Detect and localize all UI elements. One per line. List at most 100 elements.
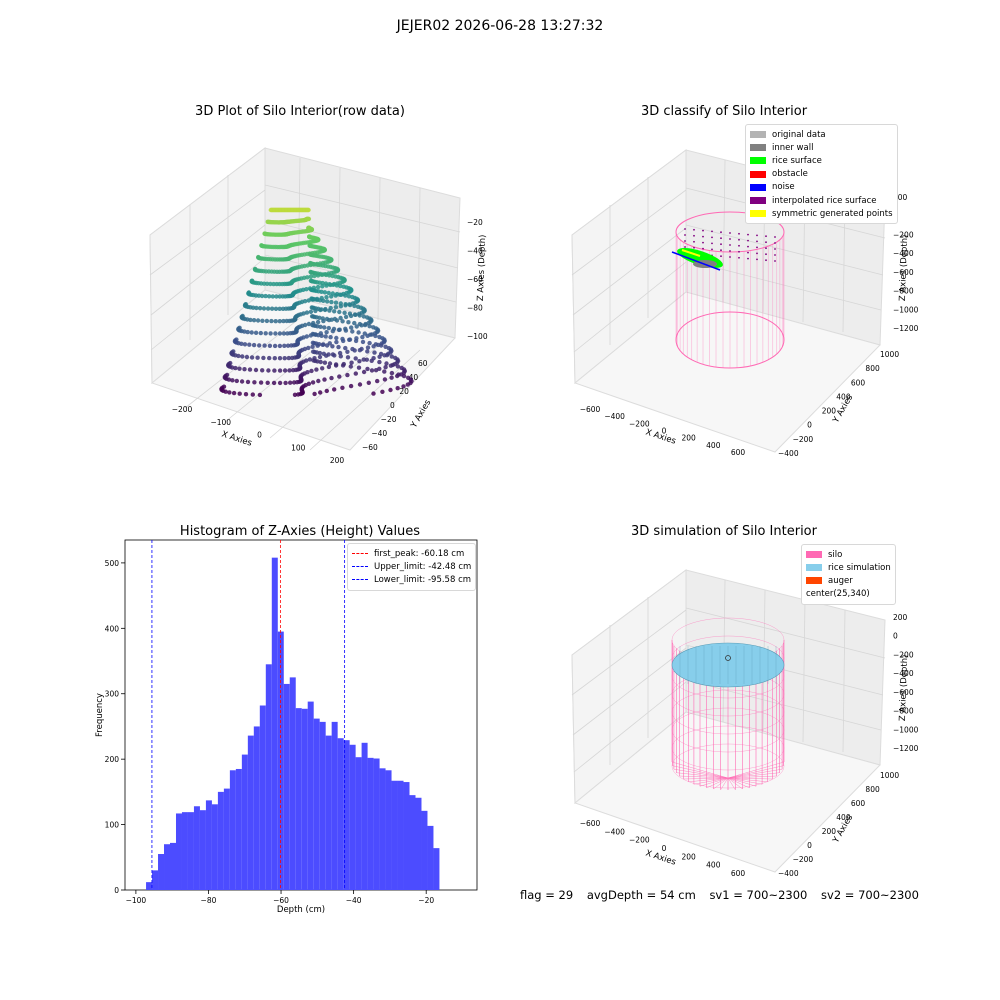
- sim-silo-floor-spoke: [727, 777, 763, 785]
- raw-data-point: [350, 329, 355, 334]
- classify-interpolated-point: [756, 252, 758, 255]
- classify-legend: original data inner wall rice surface obsta…: [745, 124, 898, 225]
- histogram-bar: [397, 780, 404, 890]
- raw-data-point: [369, 358, 374, 363]
- raw-data-point: [329, 299, 334, 305]
- legend-label: silo: [828, 549, 843, 560]
- raw-data-point: [262, 343, 267, 348]
- classify-interpolated-point: [738, 244, 740, 247]
- raw-data-point: [242, 342, 248, 347]
- simulation-plot-title: 3D simulation of Silo Interior: [631, 524, 817, 539]
- raw-data-point: [382, 369, 387, 374]
- raw-data-point: [304, 358, 309, 363]
- legend-line-sample: [352, 579, 368, 581]
- simulation-legend-item: auger: [806, 574, 891, 587]
- raw-data-point: [354, 324, 359, 329]
- histogram-bar: [415, 797, 422, 890]
- histogram-bar: [325, 735, 332, 890]
- raw-data-point: [271, 281, 276, 287]
- raw-data-point: [274, 294, 279, 299]
- raw-data-point: [352, 320, 357, 326]
- raw-data-point: [350, 294, 355, 300]
- sim-silo-floor-spoke: [727, 777, 736, 790]
- classify-interpolated-point: [720, 237, 722, 240]
- raw-data-point: [264, 318, 270, 324]
- raw-data-point: [326, 290, 331, 296]
- histogram-bar: [247, 735, 254, 890]
- raw-data-point: [346, 294, 352, 299]
- raw-gridline: [297, 157, 301, 301]
- sim-z-tick-label: −1000: [893, 725, 919, 734]
- histogram-x-tick-label: −80: [201, 896, 217, 905]
- classify-interpolated-point: [738, 232, 740, 235]
- raw-data-point: [352, 312, 358, 317]
- classify-interpolated-point: [693, 246, 695, 249]
- raw-data-point: [243, 392, 249, 397]
- simulation-legend: silo rice simulation auger center(25,340): [801, 544, 896, 605]
- raw-data-point: [353, 356, 358, 361]
- legend-line-sample: [352, 553, 368, 555]
- raw-data-point: [327, 282, 332, 287]
- histogram-bar: [271, 557, 278, 890]
- raw-z-tick-label: −60: [467, 275, 483, 284]
- classify-gridline: [685, 224, 884, 276]
- raw-data-point: [272, 356, 277, 361]
- raw-data-point: [360, 334, 365, 340]
- classify-interpolated-point: [711, 230, 713, 233]
- raw-data-point: [277, 380, 283, 386]
- raw-data-point: [383, 365, 388, 370]
- raw-data-point: [377, 359, 382, 365]
- raw-data-point: [338, 315, 343, 321]
- classify-interpolated-point: [693, 240, 695, 243]
- raw-data-point: [330, 291, 335, 296]
- classify-interpolated-point: [738, 238, 740, 241]
- raw-data-point: [245, 329, 250, 335]
- raw-data-point: [339, 292, 344, 297]
- raw-data-point: [306, 381, 312, 386]
- histogram-y-tick-label: 400: [105, 624, 120, 633]
- raw-data-point: [309, 287, 314, 292]
- raw-data-point: [399, 365, 404, 371]
- classify-interpolated-point: [756, 234, 758, 237]
- raw-data-point: [357, 382, 363, 387]
- raw-data-point: [273, 331, 278, 336]
- sim-silo-floor-spoke: [727, 775, 777, 779]
- raw-data-point: [256, 293, 261, 298]
- raw-data-point: [307, 252, 313, 257]
- classify-y-tick-label: 1000: [880, 350, 899, 359]
- raw-data-point: [337, 327, 342, 332]
- raw-data-point: [334, 318, 340, 323]
- sim-y-tick-label: 200: [822, 827, 837, 836]
- histogram-bar: [170, 842, 176, 890]
- raw-data-point: [268, 331, 273, 336]
- histogram-y-tick-label: 0: [114, 886, 119, 895]
- raw-data-point: [307, 243, 312, 248]
- raw-data-point: [321, 351, 326, 356]
- sim-silo-floor-spoke: [727, 777, 773, 780]
- raw-data-point: [311, 358, 316, 363]
- sim-center-marker: [725, 655, 731, 661]
- raw-z-tick-label: −20: [467, 218, 483, 227]
- classify-interpolated-point: [729, 238, 731, 240]
- classify-interpolated-point: [747, 251, 749, 254]
- classify-interpolated-point: [756, 246, 758, 249]
- classify-y-tick-label: 800: [865, 364, 880, 373]
- raw-data-point: [333, 362, 339, 367]
- legend-label: auger: [828, 575, 853, 586]
- raw-data-point: [245, 379, 251, 385]
- raw-data-point: [307, 225, 312, 230]
- classify-z-tick-label: −1000: [893, 305, 919, 314]
- legend-swatch: [750, 210, 766, 218]
- classify-interpolated-point: [774, 236, 776, 238]
- sim-silo-floor-spoke: [727, 777, 743, 790]
- raw-data-point: [342, 310, 347, 315]
- raw-data-point: [361, 357, 366, 362]
- raw-data-point: [334, 283, 339, 288]
- sim-y-tick-label: 800: [865, 785, 880, 794]
- raw-data-point: [277, 319, 282, 324]
- raw-y-tick-label: −20: [381, 415, 397, 424]
- raw-data-point: [367, 340, 372, 346]
- raw-data-point: [306, 216, 312, 222]
- raw-data-point: [332, 387, 337, 392]
- classify-gridline: [572, 227, 687, 316]
